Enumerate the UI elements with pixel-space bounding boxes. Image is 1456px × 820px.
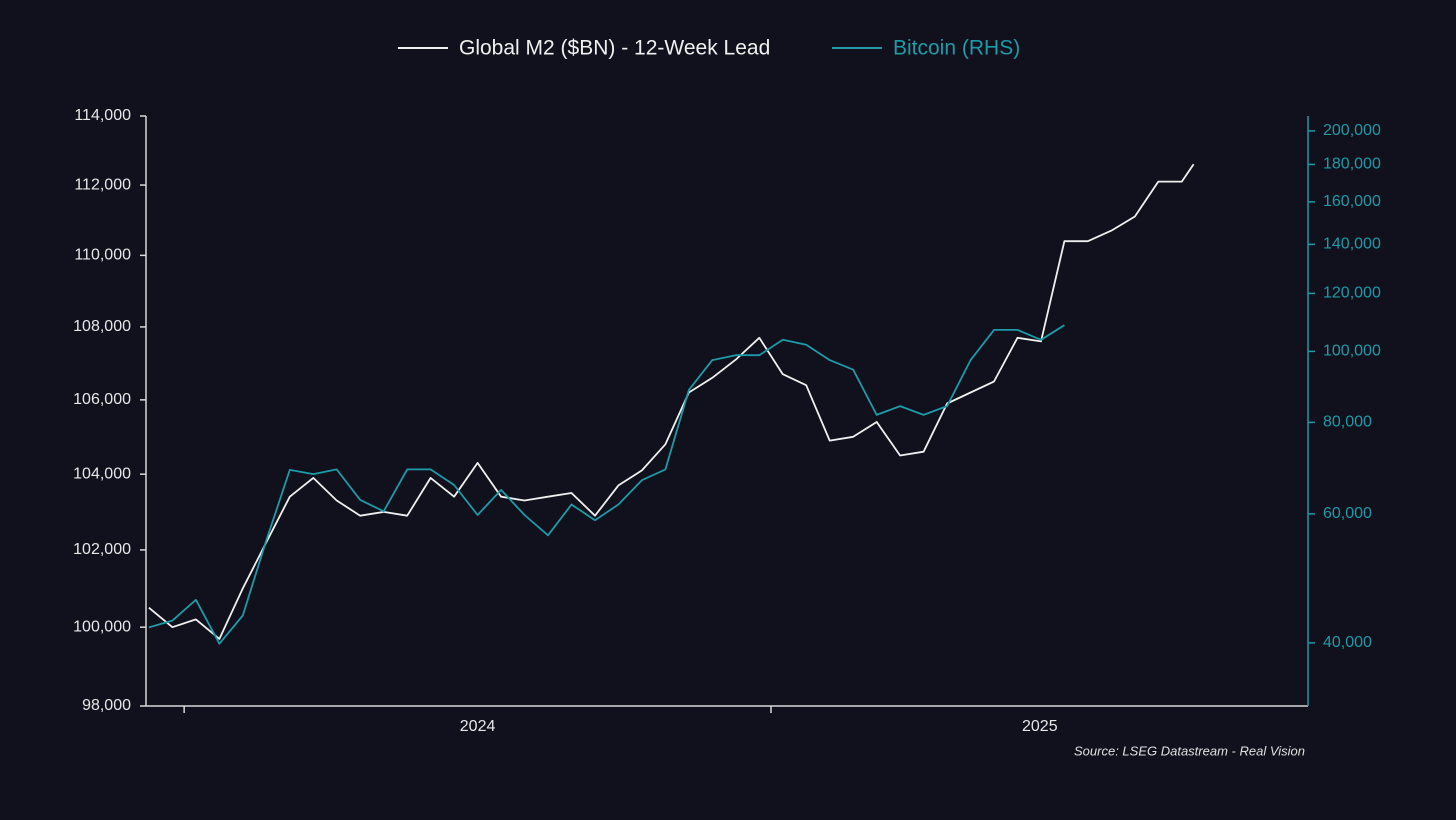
y-tick-label: 108,000	[73, 318, 131, 335]
y-tick-label: 98,000	[82, 697, 131, 714]
y-tick-label: 100,000	[73, 618, 131, 635]
y-tick-label: 114,000	[74, 107, 131, 124]
y-tick-label: 112,000	[74, 176, 131, 193]
legend-label: Global M2 ($BN) - 12-Week Lead	[459, 37, 770, 60]
y2-tick-label: 160,000	[1323, 193, 1381, 210]
y2-tick-label: 200,000	[1323, 122, 1381, 139]
y2-tick-label: 80,000	[1323, 414, 1372, 431]
x-tick-label: 2025	[1022, 718, 1058, 735]
y-tick-label: 106,000	[73, 391, 131, 408]
x-tick-label: 2024	[460, 718, 496, 735]
y2-tick-label: 140,000	[1323, 236, 1381, 253]
y-tick-label: 110,000	[74, 247, 131, 264]
y2-tick-label: 120,000	[1323, 285, 1381, 302]
y-tick-label: 104,000	[73, 465, 131, 482]
series-line	[148, 163, 1195, 640]
y-tick-label: 102,000	[73, 541, 131, 558]
legend-label: Bitcoin (RHS)	[893, 37, 1020, 60]
y2-tick-label: 60,000	[1323, 505, 1372, 522]
y2-tick-label: 180,000	[1323, 156, 1381, 173]
source-note: Source: LSEG Datastream - Real Vision	[1074, 743, 1305, 758]
y2-tick-label: 40,000	[1323, 634, 1372, 651]
series-line	[148, 324, 1065, 645]
y2-tick-label: 100,000	[1323, 343, 1381, 360]
